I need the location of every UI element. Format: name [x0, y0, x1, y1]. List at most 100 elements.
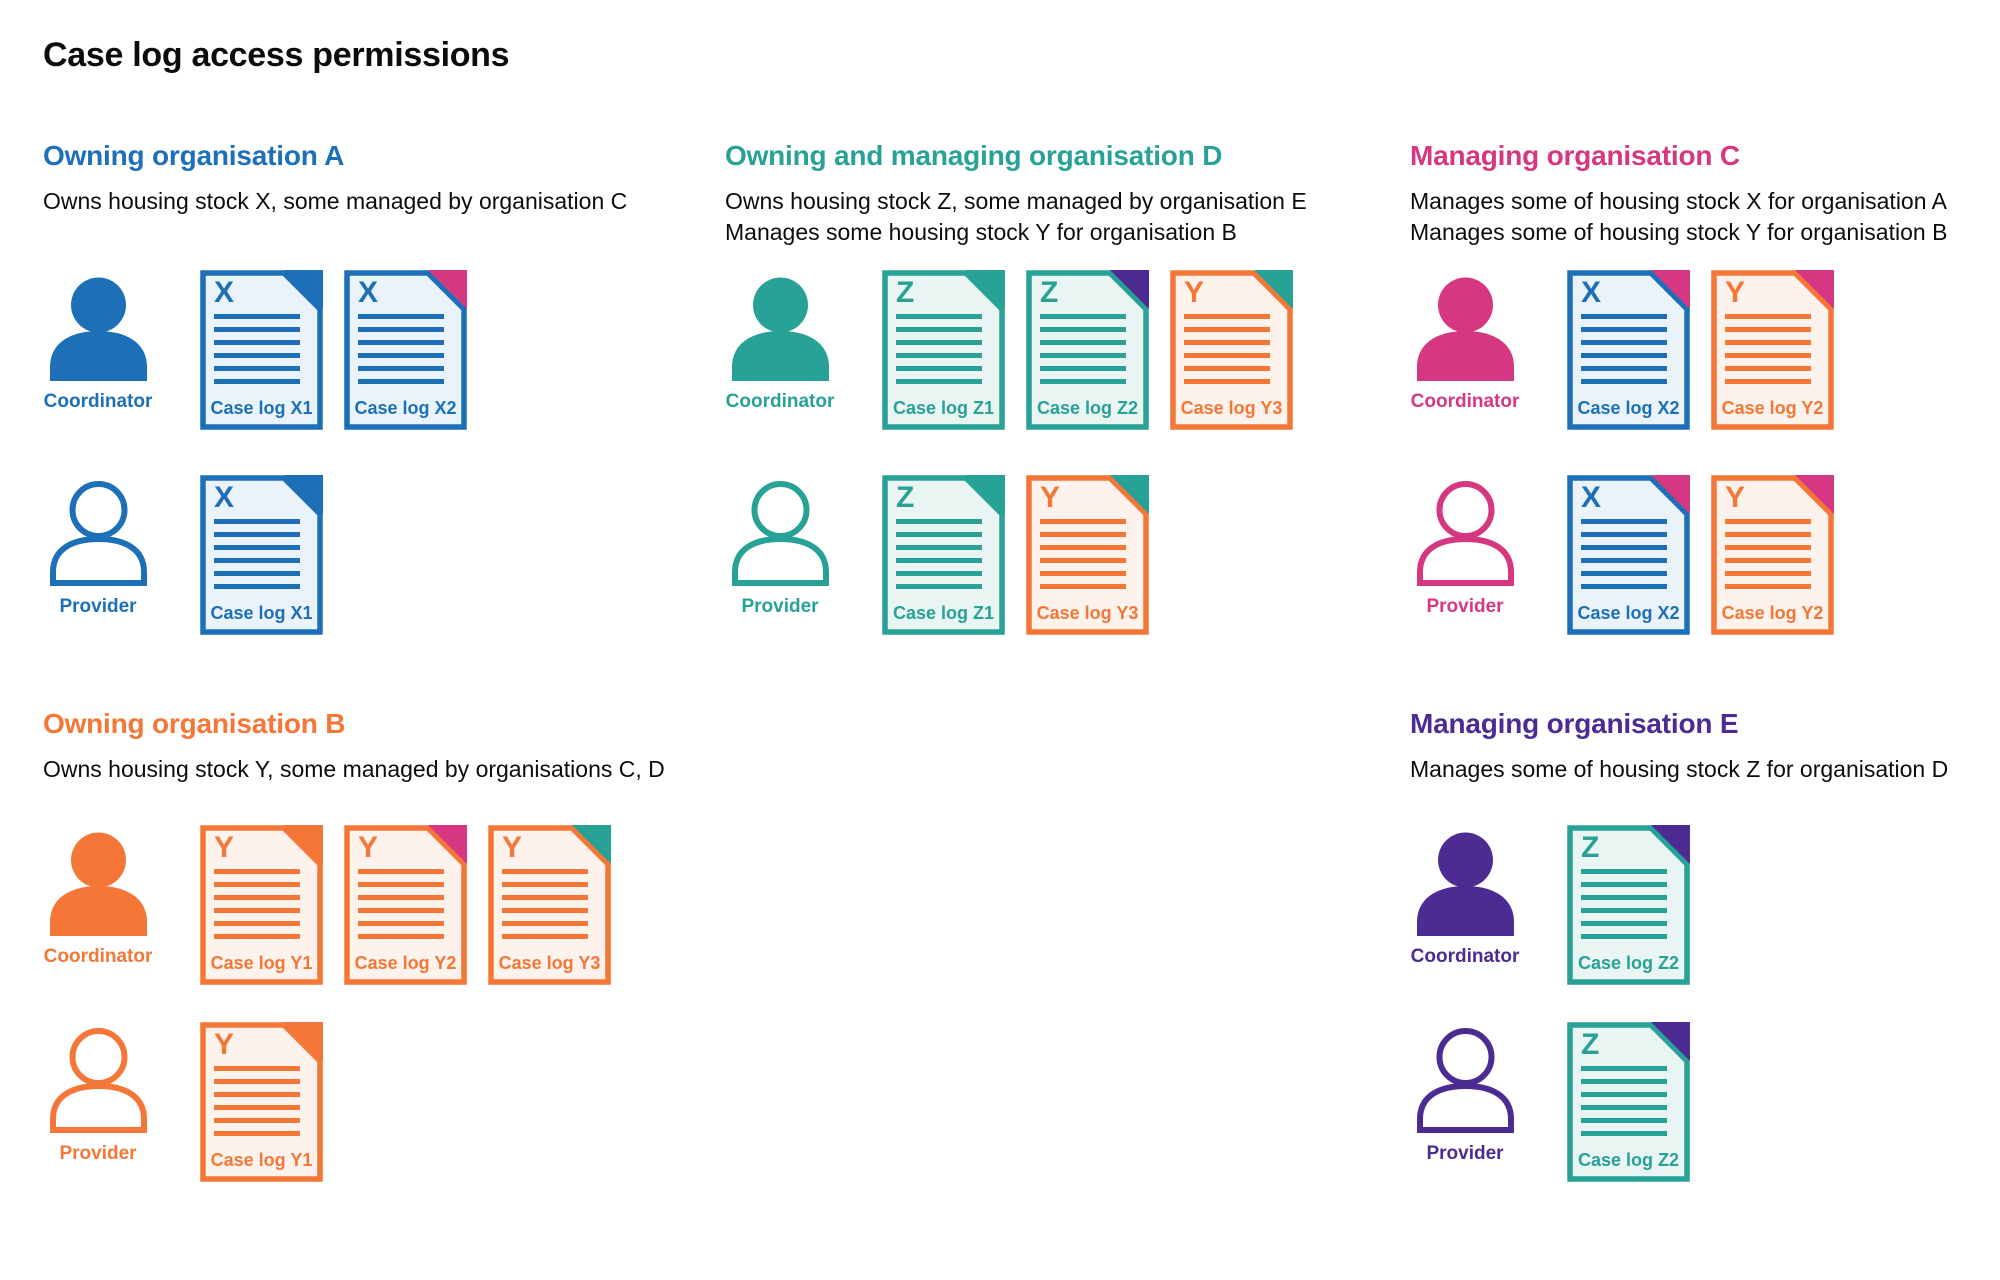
case-log-label: Case log X1: [210, 603, 313, 623]
documents-group: Z Case log Z2: [1567, 825, 1690, 985]
case-log-label: Case log Y2: [1721, 603, 1824, 623]
folded-corner-icon: [1651, 825, 1690, 864]
person-role-label: Provider: [1426, 1143, 1504, 1164]
case-log-label: Case log Y1: [210, 1150, 313, 1170]
folded-corner-icon: [966, 475, 1005, 514]
document-icon: [1711, 270, 1834, 430]
folded-corner-icon: [1110, 270, 1149, 309]
documents-group: X Case log X1: [200, 475, 323, 635]
stock-letter: Y: [1725, 276, 1746, 309]
stock-letter: Z: [1040, 276, 1059, 309]
case-log-label: Case log Y3: [1180, 398, 1283, 418]
section-heading: Managing organisation E: [1410, 708, 1739, 739]
documents-group: Z Case log Z1 Y Case log Y3: [882, 475, 1149, 635]
stock-letter: Y: [214, 831, 235, 864]
person-role-label: Provider: [59, 596, 137, 617]
person-provider: Provider: [1410, 1022, 1520, 1165]
section-description-line: Owns housing stock Y, some managed by or…: [43, 756, 665, 782]
person-role-label: Provider: [1426, 596, 1504, 617]
coordinator-icon: [1416, 277, 1514, 381]
section-heading: Owning organisation B: [43, 708, 346, 739]
stock-letter: Z: [896, 276, 915, 309]
section-managing-organisation-e: Managing organisation E Manages some of h…: [1410, 708, 2000, 1248]
document-icon: [200, 270, 323, 430]
section-description-line: Manages some of housing stock X for orga…: [1410, 188, 1947, 214]
case-log-document: X Case log X1: [200, 270, 323, 430]
document-icon: [200, 825, 323, 985]
person-coordinator: Coordinator: [43, 825, 153, 968]
person-role-label: Coordinator: [43, 946, 153, 967]
document-icon: [344, 270, 467, 430]
section-owning-organisation-b: Owning organisation B Owns housing stock …: [43, 708, 703, 1248]
folded-corner-icon: [284, 825, 323, 864]
stock-letter: X: [1581, 276, 1602, 309]
folded-corner-icon: [1795, 475, 1834, 514]
section-description-line: Manages some of housing stock Z for orga…: [1410, 756, 1949, 782]
case-log-label: Case log Y2: [1721, 398, 1824, 418]
access-row-coordinator: Coordinator Z Case log Z2: [1410, 825, 1690, 985]
person-role-label: Provider: [59, 1143, 137, 1164]
section-owning-organisation-a: Owning organisation A Owns housing stock …: [43, 140, 703, 680]
stock-letter: Y: [502, 831, 523, 864]
case-log-document: Z Case log Z2: [1567, 1022, 1690, 1182]
case-log-label: Case log Z2: [1036, 398, 1139, 418]
case-log-label: Case log X2: [1577, 603, 1680, 623]
document-icon: [882, 270, 1005, 430]
stock-letter: Z: [1581, 831, 1600, 864]
folded-corner-icon: [284, 475, 323, 514]
person-provider: Provider: [43, 475, 153, 618]
person-role-label: Coordinator: [725, 391, 835, 412]
document-icon: [1567, 270, 1690, 430]
folded-corner-icon: [284, 1022, 323, 1061]
document-icon: [1567, 825, 1690, 985]
folded-corner-icon: [428, 825, 467, 864]
case-log-document: Y Case log Y2: [1711, 475, 1834, 635]
person-coordinator: Coordinator: [1410, 825, 1520, 968]
stock-letter: X: [358, 276, 379, 309]
case-log-document: Z Case log Z1: [882, 270, 1005, 430]
case-log-document: X Case log X2: [344, 270, 467, 430]
access-row-provider: Provider X Case log X1: [43, 475, 323, 635]
section-owning-and-managing-organisation-d: Owning and managing organisation D Owns h…: [725, 140, 1385, 680]
folded-corner-icon: [966, 270, 1005, 309]
coordinator-icon: [49, 832, 147, 936]
section-heading: Managing organisation C: [1410, 140, 1740, 171]
case-log-label: Case log Z1: [892, 398, 995, 418]
access-row-coordinator: Coordinator Z Case log Z1 Z Case log Z2 Y Case…: [725, 270, 1293, 430]
person-role-label: Coordinator: [1410, 391, 1520, 412]
person-provider: Provider: [43, 1022, 153, 1165]
page-title: Case log access permissions: [43, 36, 510, 74]
documents-group: X Case log X2 Y Case log Y2: [1567, 270, 1834, 430]
case-log-document: X Case log X2: [1567, 270, 1690, 430]
person-role-label: Provider: [741, 596, 819, 617]
document-icon: [882, 475, 1005, 635]
stock-letter: Y: [358, 831, 379, 864]
provider-icon: [1416, 1028, 1514, 1133]
case-log-label: Case log Y1: [210, 953, 313, 973]
case-log-label: Case log Y3: [498, 953, 601, 973]
person-coordinator: Coordinator: [43, 270, 153, 413]
stock-letter: Y: [1184, 276, 1205, 309]
person-coordinator: Coordinator: [725, 270, 835, 413]
provider-icon: [49, 1028, 147, 1133]
document-icon: [1567, 475, 1690, 635]
coordinator-icon: [731, 277, 829, 381]
coordinator-icon: [49, 277, 147, 381]
case-log-label: Case log Z2: [1577, 953, 1680, 973]
section-description-line: Manages some housing stock Y for organis…: [725, 219, 1237, 245]
document-icon: [200, 1022, 323, 1182]
section-description-line: Owns housing stock Z, some managed by or…: [725, 188, 1307, 214]
section-managing-organisation-c: Managing organisation C Manages some of h…: [1410, 140, 2000, 680]
case-log-label: Case log X2: [1577, 398, 1680, 418]
documents-group: X Case log X1 X Case log X2: [200, 270, 467, 430]
folded-corner-icon: [428, 270, 467, 309]
person-provider: Provider: [1410, 475, 1520, 618]
section-heading: Owning organisation A: [43, 140, 345, 171]
documents-group: X Case log X2 Y Case log Y2: [1567, 475, 1834, 635]
person-role-label: Coordinator: [1410, 946, 1520, 967]
access-row-provider: Provider Y Case log Y1: [43, 1022, 323, 1182]
case-log-label: Case log Y2: [354, 953, 457, 973]
documents-group: Y Case log Y1 Y Case log Y2 Y Case log Y3: [200, 825, 611, 985]
provider-icon: [49, 481, 147, 586]
folded-corner-icon: [1110, 475, 1149, 514]
